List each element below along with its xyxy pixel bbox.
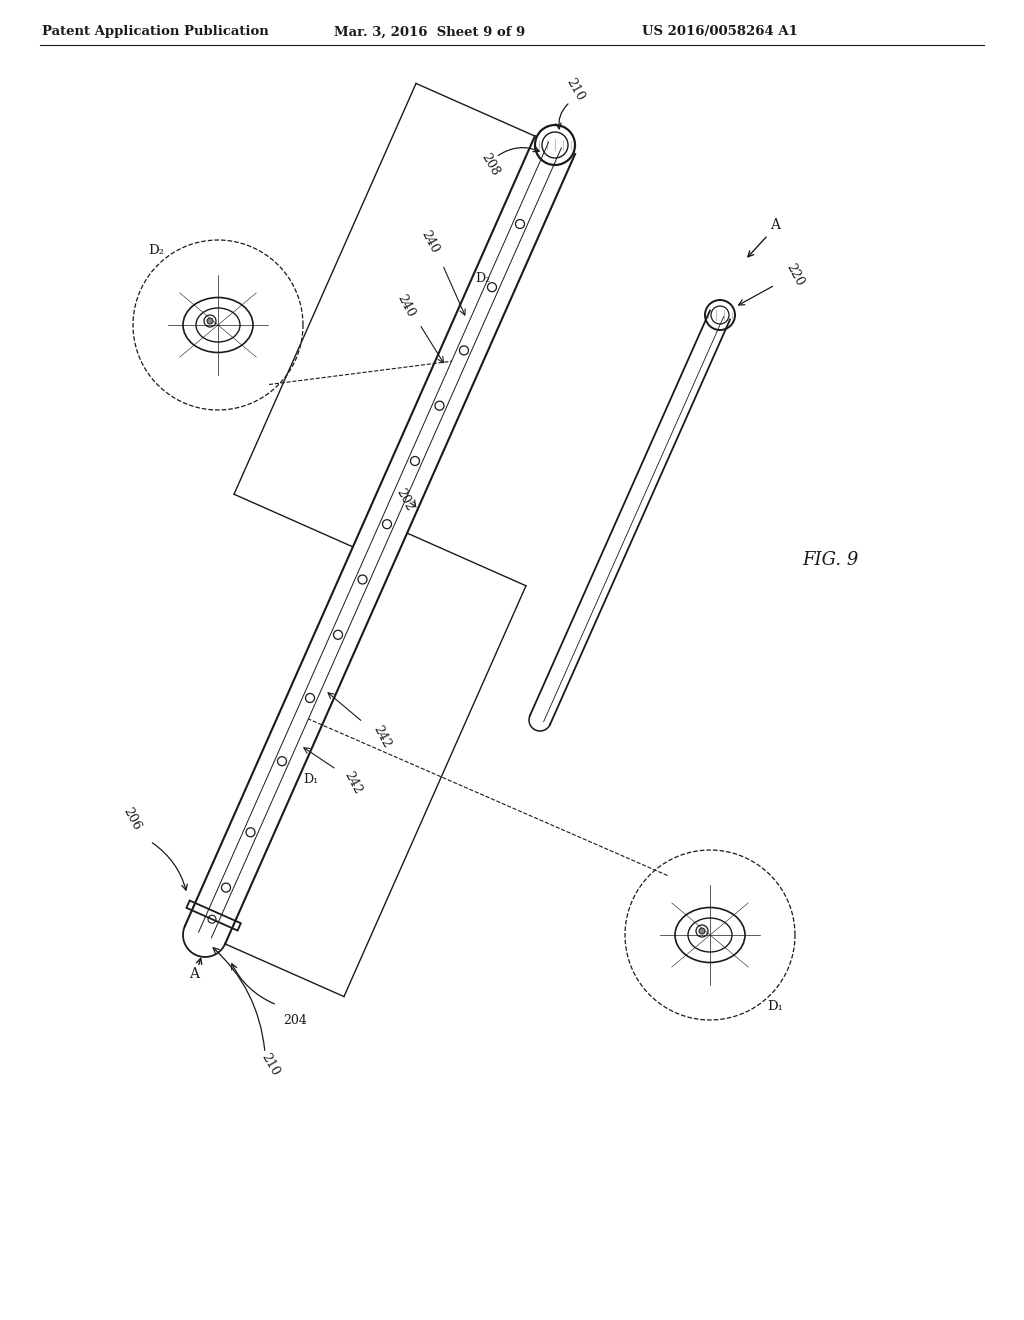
Text: FIG. 9: FIG. 9 bbox=[802, 550, 858, 569]
Text: 202: 202 bbox=[393, 486, 416, 513]
Text: D₁: D₁ bbox=[303, 774, 318, 785]
Text: 206: 206 bbox=[121, 805, 143, 833]
Text: 204: 204 bbox=[283, 1014, 307, 1027]
Circle shape bbox=[207, 318, 213, 323]
Text: 240: 240 bbox=[394, 293, 417, 319]
Text: Patent Application Publication: Patent Application Publication bbox=[42, 25, 268, 38]
Text: A: A bbox=[770, 218, 780, 232]
Text: 240: 240 bbox=[418, 228, 441, 255]
Text: D₁: D₁ bbox=[767, 1001, 783, 1014]
Text: 210: 210 bbox=[563, 77, 587, 103]
Text: US 2016/0058264 A1: US 2016/0058264 A1 bbox=[642, 25, 798, 38]
Text: 242: 242 bbox=[371, 723, 393, 751]
Text: D₂: D₂ bbox=[475, 272, 490, 285]
Text: 208: 208 bbox=[478, 152, 502, 178]
Text: 210: 210 bbox=[258, 1052, 282, 1078]
Text: Mar. 3, 2016  Sheet 9 of 9: Mar. 3, 2016 Sheet 9 of 9 bbox=[335, 25, 525, 38]
Circle shape bbox=[699, 928, 705, 935]
Text: A: A bbox=[189, 968, 199, 981]
Text: 220: 220 bbox=[783, 261, 806, 289]
Text: D₂: D₂ bbox=[148, 243, 164, 256]
Text: 242: 242 bbox=[341, 770, 364, 796]
